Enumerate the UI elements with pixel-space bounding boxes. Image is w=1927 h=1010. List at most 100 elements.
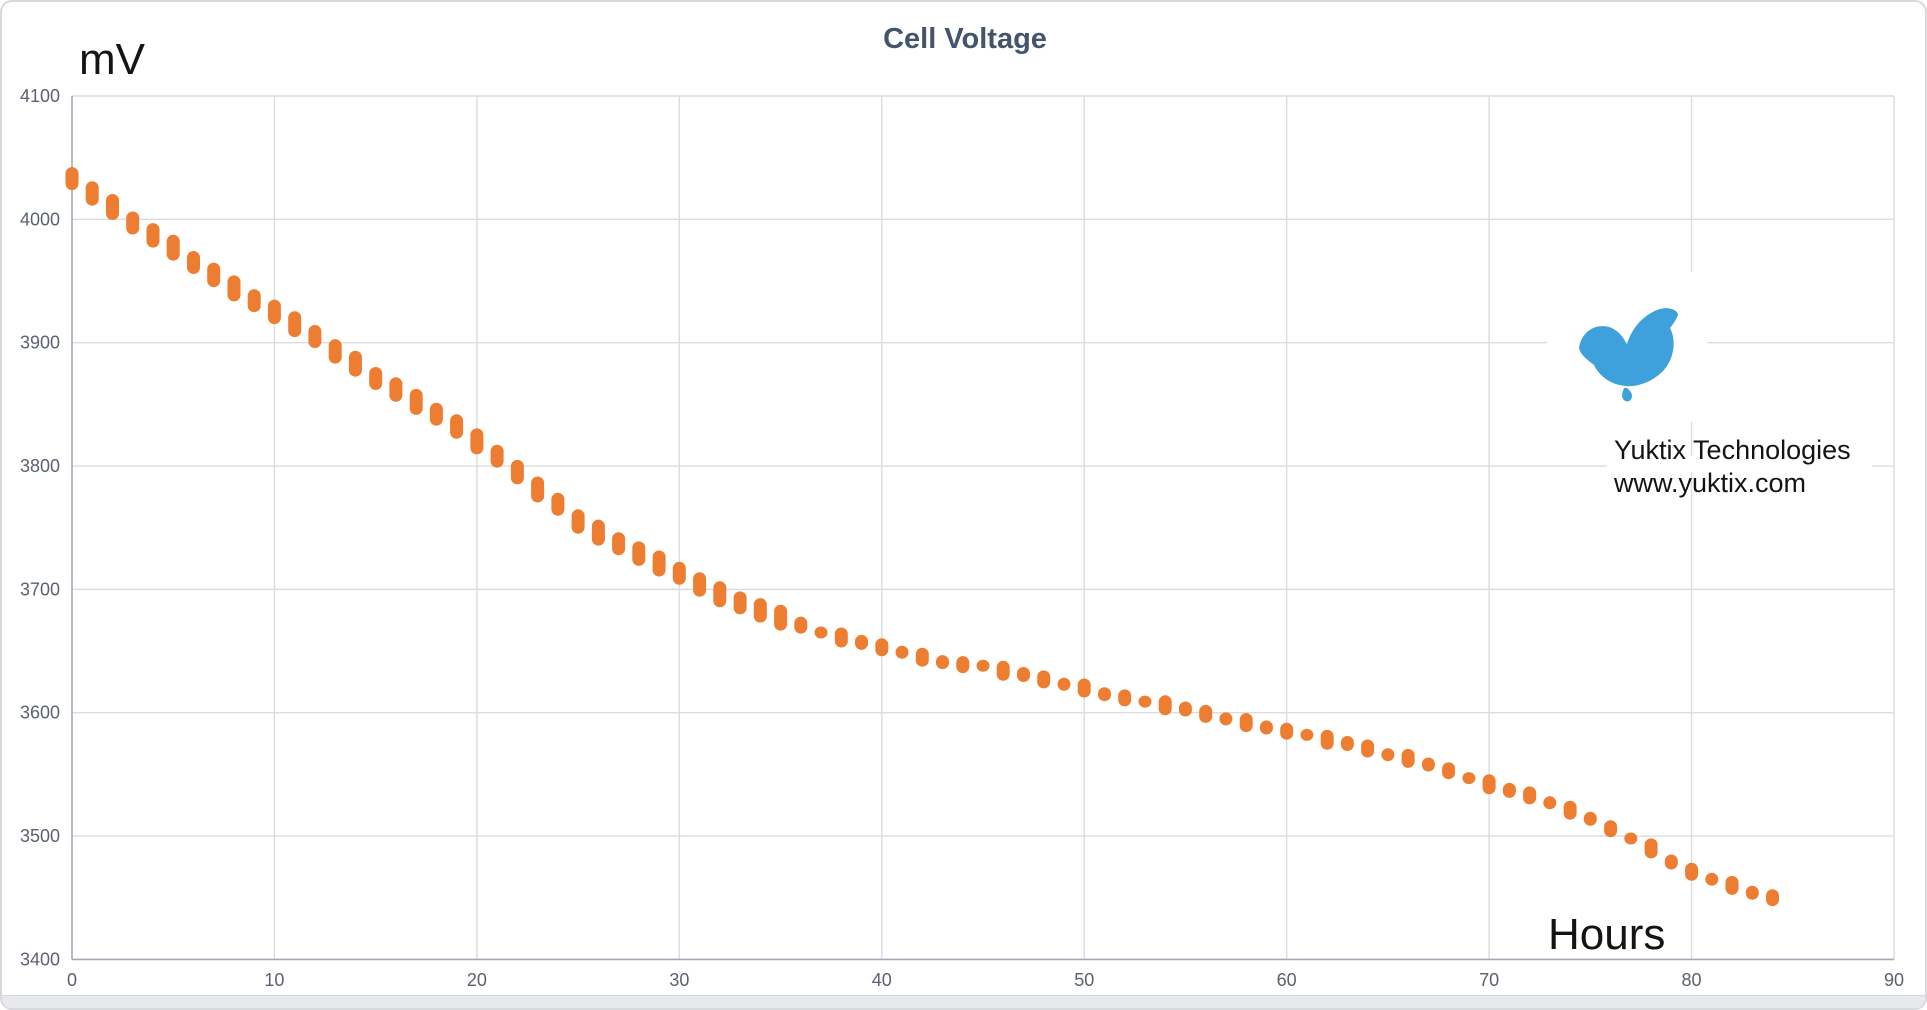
- data-point: [1199, 704, 1213, 723]
- y-tick-label: 4100: [20, 86, 60, 106]
- data-point: [632, 541, 646, 566]
- data-point: [713, 581, 727, 608]
- data-point: [612, 532, 626, 556]
- data-point: [1320, 729, 1334, 750]
- data-point: [85, 181, 99, 206]
- data-point: [429, 402, 443, 426]
- data-point: [187, 251, 200, 274]
- y-tick-label: 3600: [20, 703, 60, 723]
- yuktix-bird-logo-icon: [1579, 308, 1678, 402]
- logo-company-name: Yuktix Technologies: [1614, 435, 1851, 465]
- data-point: [693, 572, 707, 597]
- data-point: [348, 350, 362, 377]
- chart-title: Cell Voltage: [883, 23, 1047, 55]
- data-point: [1462, 772, 1476, 785]
- data-series-cell-voltage: [65, 167, 1779, 907]
- x-axis-unit-label: Hours: [1548, 910, 1665, 959]
- x-tick-label: 80: [1682, 970, 1702, 990]
- data-point: [166, 234, 180, 261]
- data-point: [207, 262, 221, 288]
- data-point: [1563, 800, 1577, 820]
- data-point: [1624, 832, 1638, 845]
- data-point: [996, 660, 1010, 681]
- x-tick-label: 70: [1479, 970, 1499, 990]
- data-point: [510, 459, 524, 485]
- data-point: [247, 289, 261, 313]
- data-point: [1583, 811, 1597, 826]
- data-point: [1077, 678, 1091, 698]
- data-point: [1037, 670, 1051, 689]
- data-point: [389, 377, 403, 402]
- y-axis-unit-label: mV: [79, 35, 146, 84]
- data-point: [227, 275, 241, 302]
- data-point: [956, 656, 970, 674]
- yuktix-branding: Yuktix Technologies www.yuktix.com: [1547, 272, 1872, 498]
- data-point: [672, 561, 686, 585]
- data-point: [1401, 748, 1415, 768]
- data-point: [1098, 687, 1111, 702]
- x-tick-label: 20: [467, 970, 487, 990]
- data-point: [470, 428, 484, 455]
- data-point: [1421, 757, 1435, 772]
- data-point: [1685, 862, 1699, 881]
- data-point: [1178, 701, 1192, 717]
- data-point: [753, 598, 767, 623]
- data-point: [1604, 820, 1618, 838]
- data-point: [1259, 720, 1273, 735]
- data-point: [733, 591, 747, 615]
- data-point: [794, 616, 808, 634]
- data-point: [1543, 796, 1557, 810]
- data-point: [895, 645, 909, 659]
- data-point: [106, 194, 119, 220]
- x-tick-label: 30: [669, 970, 689, 990]
- x-tick-label: 90: [1884, 970, 1904, 990]
- data-point: [1482, 774, 1496, 795]
- data-point: [571, 509, 585, 534]
- data-point: [774, 604, 788, 631]
- data-point: [1219, 712, 1233, 726]
- data-point: [1705, 872, 1719, 886]
- data-point: [288, 311, 302, 338]
- data-point: [1118, 689, 1132, 707]
- data-point: [1017, 667, 1030, 682]
- data-point: [1644, 838, 1658, 859]
- logo-website: www.yuktix.com: [1613, 468, 1806, 498]
- data-point: [531, 476, 545, 503]
- gridlines: [72, 95, 1895, 960]
- bottom-strip: [2, 995, 1925, 1008]
- data-point: [551, 492, 565, 516]
- data-point: [1239, 713, 1253, 733]
- y-tick-label: 4000: [20, 209, 60, 229]
- data-point: [490, 444, 504, 468]
- data-point: [875, 638, 889, 657]
- y-tick-label: 3700: [20, 579, 60, 599]
- data-point: [450, 414, 464, 439]
- data-point: [1502, 782, 1516, 798]
- data-point: [1057, 677, 1071, 691]
- data-point: [1340, 736, 1354, 751]
- data-point: [976, 659, 990, 672]
- data-point: [1766, 889, 1779, 907]
- axis-lines: [71, 96, 1894, 961]
- data-point: [369, 367, 383, 390]
- data-point: [1381, 748, 1395, 762]
- data-point: [267, 299, 281, 325]
- data-point: [1158, 695, 1172, 716]
- data-point: [308, 325, 322, 348]
- y-tick-label: 3400: [20, 949, 60, 969]
- data-point: [1280, 722, 1294, 740]
- data-point: [591, 519, 605, 546]
- data-point: [1138, 695, 1152, 708]
- x-tick-label: 50: [1074, 970, 1094, 990]
- y-tick-label: 3800: [20, 456, 60, 476]
- data-point: [652, 550, 666, 577]
- data-point: [1664, 854, 1678, 870]
- y-tick-label: 3500: [20, 826, 60, 846]
- data-point: [814, 626, 828, 639]
- data-point: [855, 634, 868, 650]
- data-point: [936, 655, 949, 670]
- data-point: [328, 339, 342, 364]
- x-tick-label: 60: [1277, 970, 1297, 990]
- data-point: [1442, 762, 1456, 780]
